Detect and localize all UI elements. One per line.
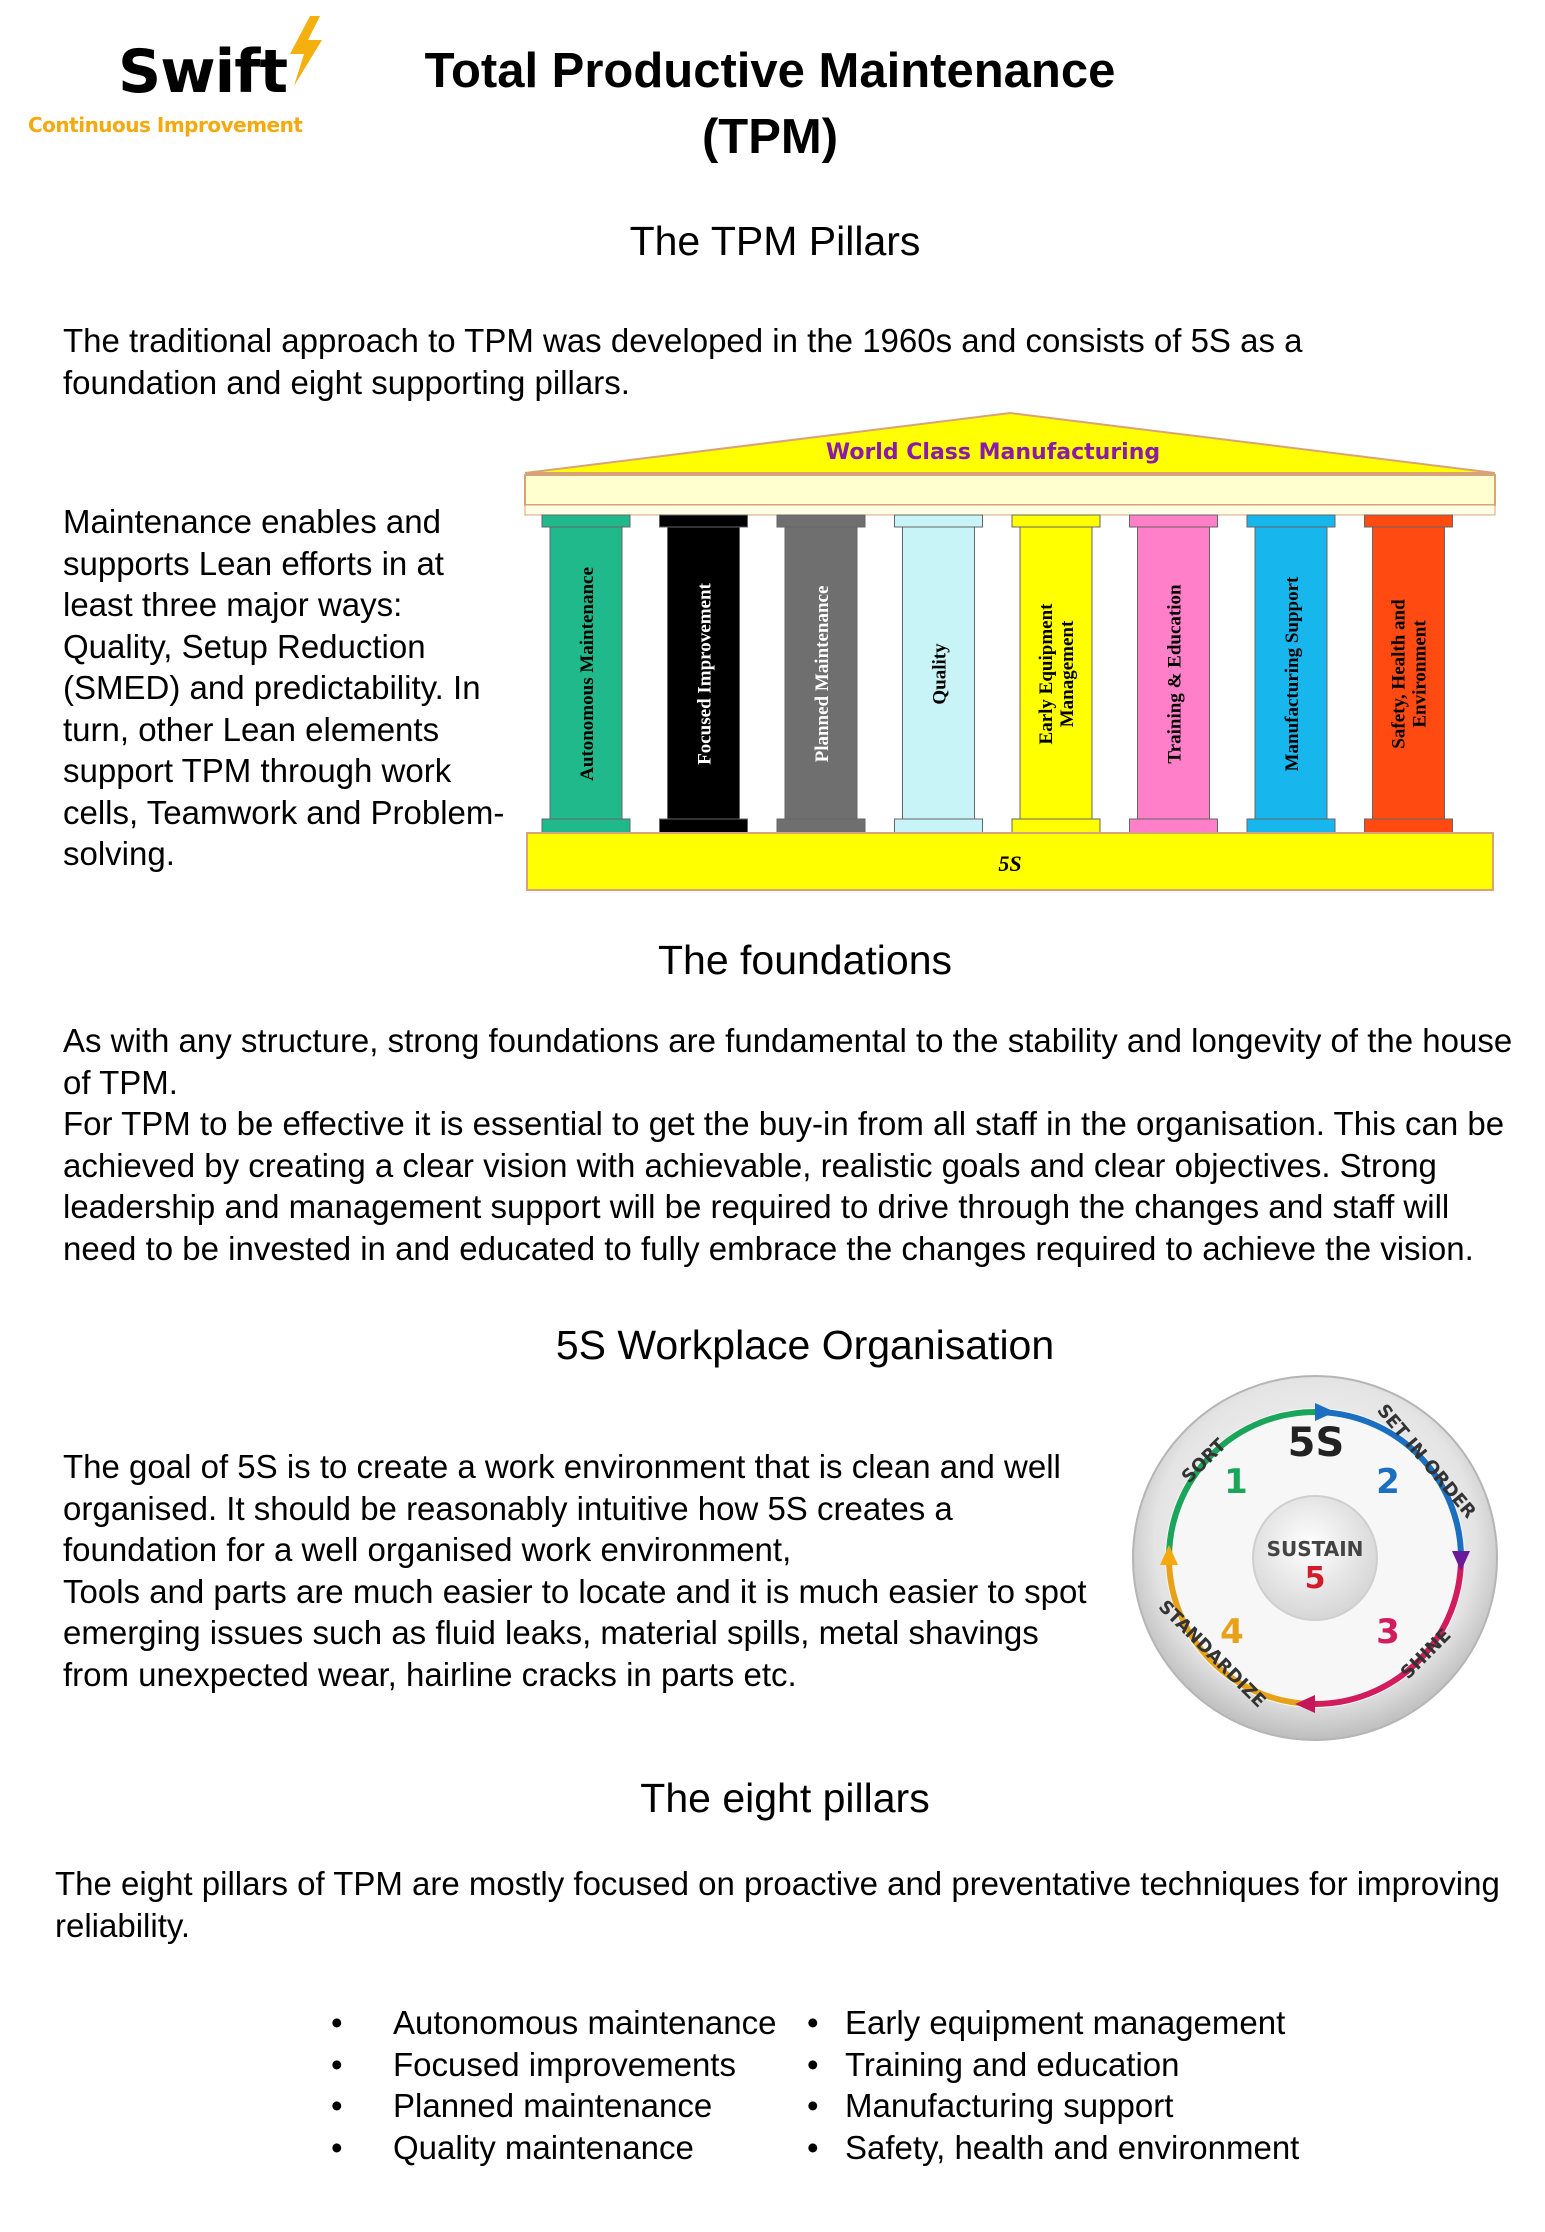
step-number-shine: 3	[1376, 1612, 1400, 1652]
five-s-paragraph-1: The goal of 5S is to create a work envir…	[63, 1448, 1061, 1568]
arrow-icon	[1452, 1551, 1470, 1571]
foundations-text: As with any structure, strong foundation…	[63, 1020, 1513, 1269]
pillar: Autonomous Maintenance	[541, 514, 631, 834]
pillar: Focused Improvement	[659, 514, 748, 834]
pillar-shaft	[1019, 526, 1093, 820]
pillar-label: Planned Maintenance	[812, 586, 833, 763]
tpm-pillars-intro: The traditional approach to TPM was deve…	[63, 322, 1303, 401]
pillar-label: Quality	[930, 643, 951, 705]
lightning-bolt-icon	[290, 16, 322, 86]
five-s-heading: 5S Workplace Organisation	[555, 1322, 1055, 1368]
pillar-label: Early EquipmentManagement	[1036, 603, 1078, 745]
pillars-list-right: • Early equipment management • Training an…	[807, 2002, 1365, 2169]
logo	[20, 10, 322, 140]
pillar-base	[1246, 818, 1336, 834]
pillar-label: Focused Improvement	[695, 582, 716, 764]
pillar-shaft	[1372, 526, 1445, 820]
pillar-capital	[1011, 514, 1101, 528]
list-item: • Autonomous maintenance	[331, 2004, 777, 2041]
arrow-icon	[1315, 1403, 1335, 1421]
title-line-2: (TPM)	[701, 110, 839, 164]
arrow-icon	[1160, 1545, 1178, 1565]
list-item: • Manufacturing support	[807, 2087, 1174, 2125]
list-item: • Safety, health and environment	[807, 2129, 1300, 2167]
pillar-label: Manufacturing Support	[1282, 576, 1303, 771]
list-item: • Planned maintenance	[331, 2087, 713, 2125]
five-s-wheel: 5S SUSTAIN 5 1 2 3 4 SORT SET IN ORDER S…	[1132, 1375, 1498, 1741]
pillar-base	[776, 818, 866, 834]
pillar-capital	[894, 514, 983, 528]
pillars-group: Autonomous Maintenance Focused Improvemen…	[541, 514, 1453, 834]
step-number-sort: 1	[1224, 1462, 1248, 1502]
pillar-label: Safety, Health andEnvironment	[1389, 599, 1431, 749]
pillar-base	[1364, 818, 1453, 834]
step-number-set-in-order: 2	[1376, 1462, 1400, 1502]
base	[526, 832, 1494, 891]
pillar: Safety, Health andEnvironment	[1364, 514, 1453, 834]
pillar: Manufacturing Support	[1246, 514, 1336, 834]
page-title: Total Productive Maintenance (TPM)	[330, 38, 1210, 170]
pillar-shaft	[667, 526, 740, 820]
list-item: • Early equipment management	[807, 2004, 1286, 2041]
tpm-pillars-heading: The TPM Pillars	[629, 218, 921, 264]
pillar-label: Autonomous Maintenance	[577, 567, 598, 781]
pillar-capital	[541, 514, 631, 528]
pillar: Training & Education	[1129, 514, 1218, 834]
pillar: Planned Maintenance	[776, 514, 866, 834]
pillar-capital	[659, 514, 748, 528]
step-number-standardize: 4	[1220, 1612, 1244, 1652]
five-s-paragraph-2: Tools and parts are much easier to locat…	[63, 1572, 1087, 1693]
pillar: Early EquipmentManagement	[1011, 514, 1101, 834]
pillar-capital	[776, 514, 866, 528]
logo-word: Swift	[118, 37, 288, 107]
foundations-heading: The foundations	[657, 937, 953, 983]
list-item: • Focused improvements	[331, 2045, 736, 2083]
pillar-base	[894, 818, 983, 834]
list-item: • Quality maintenance	[331, 2129, 694, 2167]
hub-number: 5	[1305, 1561, 1326, 1596]
tpm-pillars-side-text: Maintenance enables and supports Lean ef…	[63, 503, 505, 872]
pillar: Quality	[894, 514, 983, 834]
base-label: 5S	[998, 851, 1021, 876]
ring-arc-shine	[1314, 1557, 1464, 1707]
pillar-capital	[1364, 514, 1453, 528]
logo-tagline: Continuous Improvement	[28, 113, 303, 137]
list-item: • Training and education	[807, 2045, 1180, 2083]
eight-pillars-heading: The eight pillars	[640, 1775, 930, 1821]
tpm-house-diagram: World Class Manufacturing Autonomous Mai…	[524, 411, 1496, 891]
foundations-paragraph-1: As with any structure, strong foundation…	[63, 1022, 1513, 1101]
pillar-base	[1129, 818, 1218, 834]
foundations-paragraph-2: For TPM to be effective it is essential …	[63, 1105, 1505, 1267]
pillar-capital	[1246, 514, 1336, 528]
roof	[524, 411, 1496, 474]
wheel-center-label: 5S	[1288, 1420, 1345, 1466]
pillar-base	[1011, 818, 1101, 834]
pillar-shaft	[549, 526, 623, 820]
pillar-base	[659, 818, 748, 834]
pillar-shaft	[1137, 526, 1210, 820]
eight-pillars-text: The eight pillars of TPM are mostly focu…	[55, 1865, 1500, 1944]
ring-arc-sort	[1166, 1409, 1316, 1559]
pillar-base	[541, 818, 631, 834]
hub	[1252, 1495, 1378, 1621]
pillar-shaft	[902, 526, 975, 820]
ring-arc-set-in-order	[1314, 1409, 1464, 1559]
pillar-label: Training & Education	[1165, 584, 1186, 764]
roof-label: World Class Manufacturing	[826, 440, 1160, 465]
five-s-text: The goal of 5S is to create a work envir…	[63, 1446, 1113, 1695]
arrow-icon	[1295, 1695, 1315, 1713]
hub-label: SUSTAIN	[1267, 1537, 1364, 1561]
pillar-shaft	[784, 526, 858, 820]
pillar-shaft	[1254, 526, 1328, 820]
entablature	[524, 474, 1496, 506]
pillars-list-left: • Autonomous maintenance • Focused improve…	[331, 2002, 813, 2169]
pillar-capital	[1129, 514, 1218, 528]
ring-arc-standardize	[1166, 1557, 1316, 1707]
title-line-1: Total Productive Maintenance	[424, 44, 1116, 98]
